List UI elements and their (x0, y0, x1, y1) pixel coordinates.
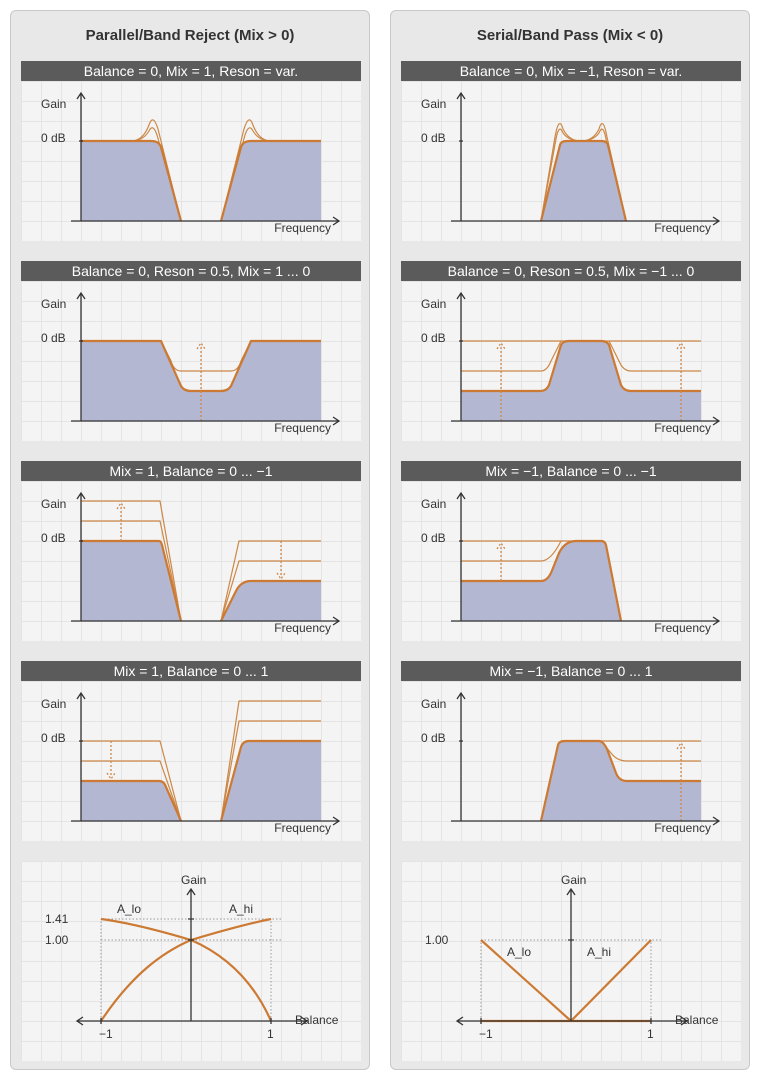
diagram-panel-left-4: Mix = 1, Balance = 0 ... 1 Gain 0 dB Fre… (21, 661, 361, 841)
curve-label-a-hi: A_hi (229, 902, 254, 916)
balance-axis-label: Balance (675, 1013, 719, 1027)
balance-axis-label: Balance (295, 1013, 339, 1027)
diagram-panel-right-4: Mix = −1, Balance = 0 ... 1 Gain 0 dB Fr… (401, 661, 741, 841)
frequency-axis-label: Frequency (654, 421, 711, 435)
frequency-response-plot (451, 491, 721, 626)
frequency-axis-label: Frequency (274, 821, 331, 835)
gain-axis-label: Gain (181, 873, 207, 887)
frequency-response-plot (451, 291, 721, 426)
diagram-panel-right-2: Balance = 0, Reson = 0.5, Mix = −1 ... 0… (401, 261, 741, 441)
panel-header: Mix = −1, Balance = 0 ... −1 (401, 461, 741, 481)
panel-header: Balance = 0, Reson = 0.5, Mix = −1 ... 0 (401, 261, 741, 281)
gain-axis-label: Gain (41, 697, 67, 711)
gain-axis-label: Gain (421, 497, 447, 511)
frequency-axis-label: Frequency (274, 221, 331, 235)
y-tick-141: 1.41 (45, 912, 69, 926)
panel-header: Balance = 0, Mix = 1, Reson = var. (21, 61, 361, 81)
zero-db-label: 0 dB (41, 731, 66, 745)
y-tick-100: 1.00 (45, 933, 69, 947)
balance-gain-plot-right: Gain 1.00 A_lo A_hi −1 1 Balance (401, 861, 741, 1061)
zero-db-label: 0 dB (41, 131, 66, 145)
frequency-axis-label: Frequency (274, 421, 331, 435)
frequency-response-plot (71, 91, 341, 226)
gain-axis-label: Gain (41, 497, 67, 511)
x-tick-min: −1 (479, 1027, 493, 1041)
gain-axis-label: Gain (421, 97, 447, 111)
frequency-response-plot (451, 691, 721, 826)
diagram-panel-right-1: Balance = 0, Mix = −1, Reson = var. Gain… (401, 61, 741, 241)
gain-axis-label: Gain (421, 297, 447, 311)
frequency-response-plot (71, 491, 341, 626)
diagram-panel-left-3: Mix = 1, Balance = 0 ... −1 Gain 0 dB Fr… (21, 461, 361, 641)
frequency-axis-label: Frequency (654, 221, 711, 235)
zero-db-label: 0 dB (421, 131, 446, 145)
panel-header: Balance = 0, Reson = 0.5, Mix = 1 ... 0 (21, 261, 361, 281)
frequency-response-plot (71, 291, 341, 426)
curve-label-a-lo: A_lo (117, 902, 142, 916)
y-tick-100: 1.00 (425, 933, 449, 947)
diagram-panel-left-2: Balance = 0, Reson = 0.5, Mix = 1 ... 0 … (21, 261, 361, 441)
gain-axis-label: Gain (41, 297, 67, 311)
diagram-panel-right-3: Mix = −1, Balance = 0 ... −1 Gain 0 dB F… (401, 461, 741, 641)
frequency-axis-label: Frequency (654, 821, 711, 835)
x-tick-max: 1 (647, 1027, 654, 1041)
balance-curves (75, 887, 309, 1026)
parallel-band-reject-column: Parallel/Band Reject (Mix > 0) Balance =… (10, 10, 370, 1070)
panel-header: Mix = 1, Balance = 0 ... −1 (21, 461, 361, 481)
curve-label-a-hi: A_hi (587, 945, 612, 959)
zero-db-label: 0 dB (421, 731, 446, 745)
frequency-response-plot (451, 91, 721, 226)
frequency-response-plot (71, 691, 341, 826)
zero-db-label: 0 dB (421, 531, 446, 545)
gain-axis-label: Gain (41, 97, 67, 111)
zero-db-label: 0 dB (41, 531, 66, 545)
balance-curves (455, 887, 689, 1026)
gain-axis-label: Gain (561, 873, 587, 887)
curve-label-a-lo: A_lo (507, 945, 532, 959)
panel-header: Mix = −1, Balance = 0 ... 1 (401, 661, 741, 681)
serial-band-pass-column: Serial/Band Pass (Mix < 0) Balance = 0, … (390, 10, 750, 1070)
zero-db-label: 0 dB (421, 331, 446, 345)
panel-header: Balance = 0, Mix = −1, Reson = var. (401, 61, 741, 81)
column-title: Serial/Band Pass (Mix < 0) (476, 27, 664, 44)
x-tick-max: 1 (267, 1027, 274, 1041)
column-title: Parallel/Band Reject (Mix > 0) (85, 27, 295, 44)
frequency-axis-label: Frequency (274, 621, 331, 635)
diagram-panel-left-1: Balance = 0, Mix = 1, Reson = var. Gain … (21, 61, 361, 241)
x-tick-min: −1 (99, 1027, 113, 1041)
zero-db-label: 0 dB (41, 331, 66, 345)
panel-header: Mix = 1, Balance = 0 ... 1 (21, 661, 361, 681)
gain-axis-label: Gain (421, 697, 447, 711)
balance-gain-plot-left: Gain 1.41 1.00 A_lo A_hi −1 1 Balance (21, 861, 361, 1061)
frequency-axis-label: Frequency (654, 621, 711, 635)
